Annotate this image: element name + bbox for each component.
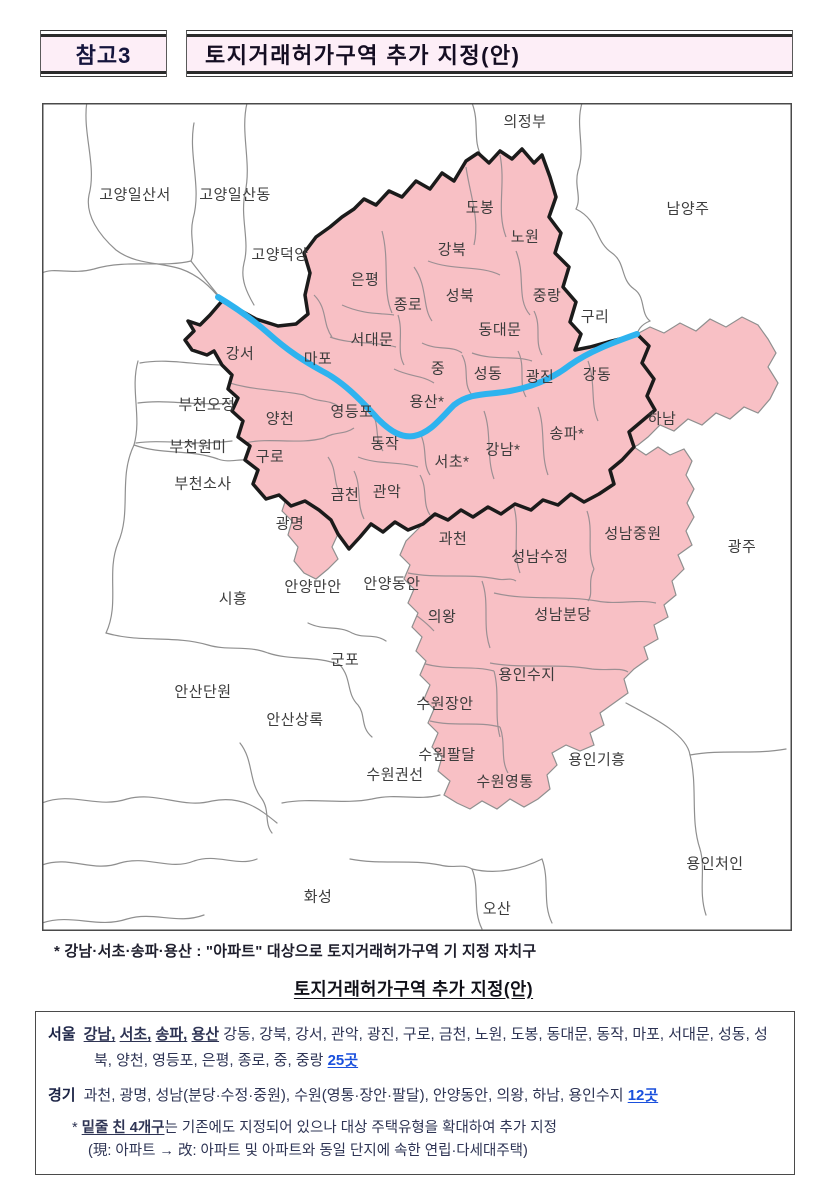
text-segment: 밑줄 친 4개구 [81,1120,165,1137]
summary-entry-gyeonggi: 경기 과천, 광명, 성남(분당·수정·중원), 수원(영통·장안·팔달), 안양… [48,1083,780,1109]
page-title: 토지거래허가구역 추가 지정(안) [187,33,792,74]
text-segment: 강남, [83,1026,116,1043]
header-badge-label: 참고3 [41,33,166,74]
header: 참고3 토지거래허가구역 추가 지정(안) [40,30,793,77]
entry-text-gyeonggi: 과천, 광명, 성남(분당·수정·중원), 수원(영통·장안·팔달), 안양동안… [84,1087,659,1104]
entry-label-seoul: 서울 [48,1026,76,1043]
summary-box: 서울 강남, 서초, 송파, 용산 강동, 강북, 강서, 관악, 광진, 구로,… [35,1011,795,1176]
text-segment: 용산 [191,1026,220,1043]
header-title-bar: 토지거래허가구역 추가 지정(안) [186,30,793,77]
entry-text-seoul: 강남, 서초, 송파, 용산 강동, 강북, 강서, 관악, 광진, 구로, 금… [84,1026,768,1069]
text-segment: 송파, [155,1026,188,1043]
text-segment: 강동, 강북, 강서, 관악, 광진, 구로, 금천, 노원, 도봉, 동대문,… [94,1026,768,1069]
summary-note: * 밑줄 친 4개구는 기존에도 지정되어 있으나 대상 주택유형을 확대하여 … [48,1117,780,1139]
summary-title: 토지거래허가구역 추가 지정(안) [293,979,534,999]
map-frame: 의정부 고양일산서 고양일산동 남양주 도봉 노원 강북 고양덕양 은평 성북 중랑 종로 구리 동대문 서… [42,103,792,931]
count-link[interactable]: 25곳 [327,1051,359,1069]
header-badge: 참고3 [40,30,167,77]
count-link[interactable]: 12곳 [627,1086,659,1104]
text-segment: 는 기존에도 지정되어 있으나 대상 주택유형을 확대하여 추가 지정 [164,1120,557,1137]
text-segment: 과천, 광명, 성남(분당·수정·중원), 수원(영통·장안·팔달), 안양동안… [83,1086,628,1104]
map-canvas [42,103,792,931]
seoul-boundary [183,147,657,551]
south-gyeonggi-dividers [400,506,657,774]
text-segment: 서초, [119,1026,152,1043]
summary-entry-seoul: 서울 강남, 서초, 송파, 용산 강동, 강북, 강서, 관악, 광진, 구로,… [48,1022,780,1074]
entry-label-gyeonggi: 경기 [48,1086,76,1104]
gyeonggi-boundaries [42,103,787,930]
seoul-region [185,149,655,549]
map-footnote: * 강남·서초·송파·용산 : "아파트" 대상으로 토지거래허가구역 기 지정… [54,943,537,960]
map-border [42,103,792,931]
summary-note-line2: (現: 아파트 → 改: 아파트 및 아파트와 동일 단지에 속한 연립·다세대… [88,1142,528,1159]
han-river [215,294,640,440]
text-segment: * [72,1120,82,1137]
